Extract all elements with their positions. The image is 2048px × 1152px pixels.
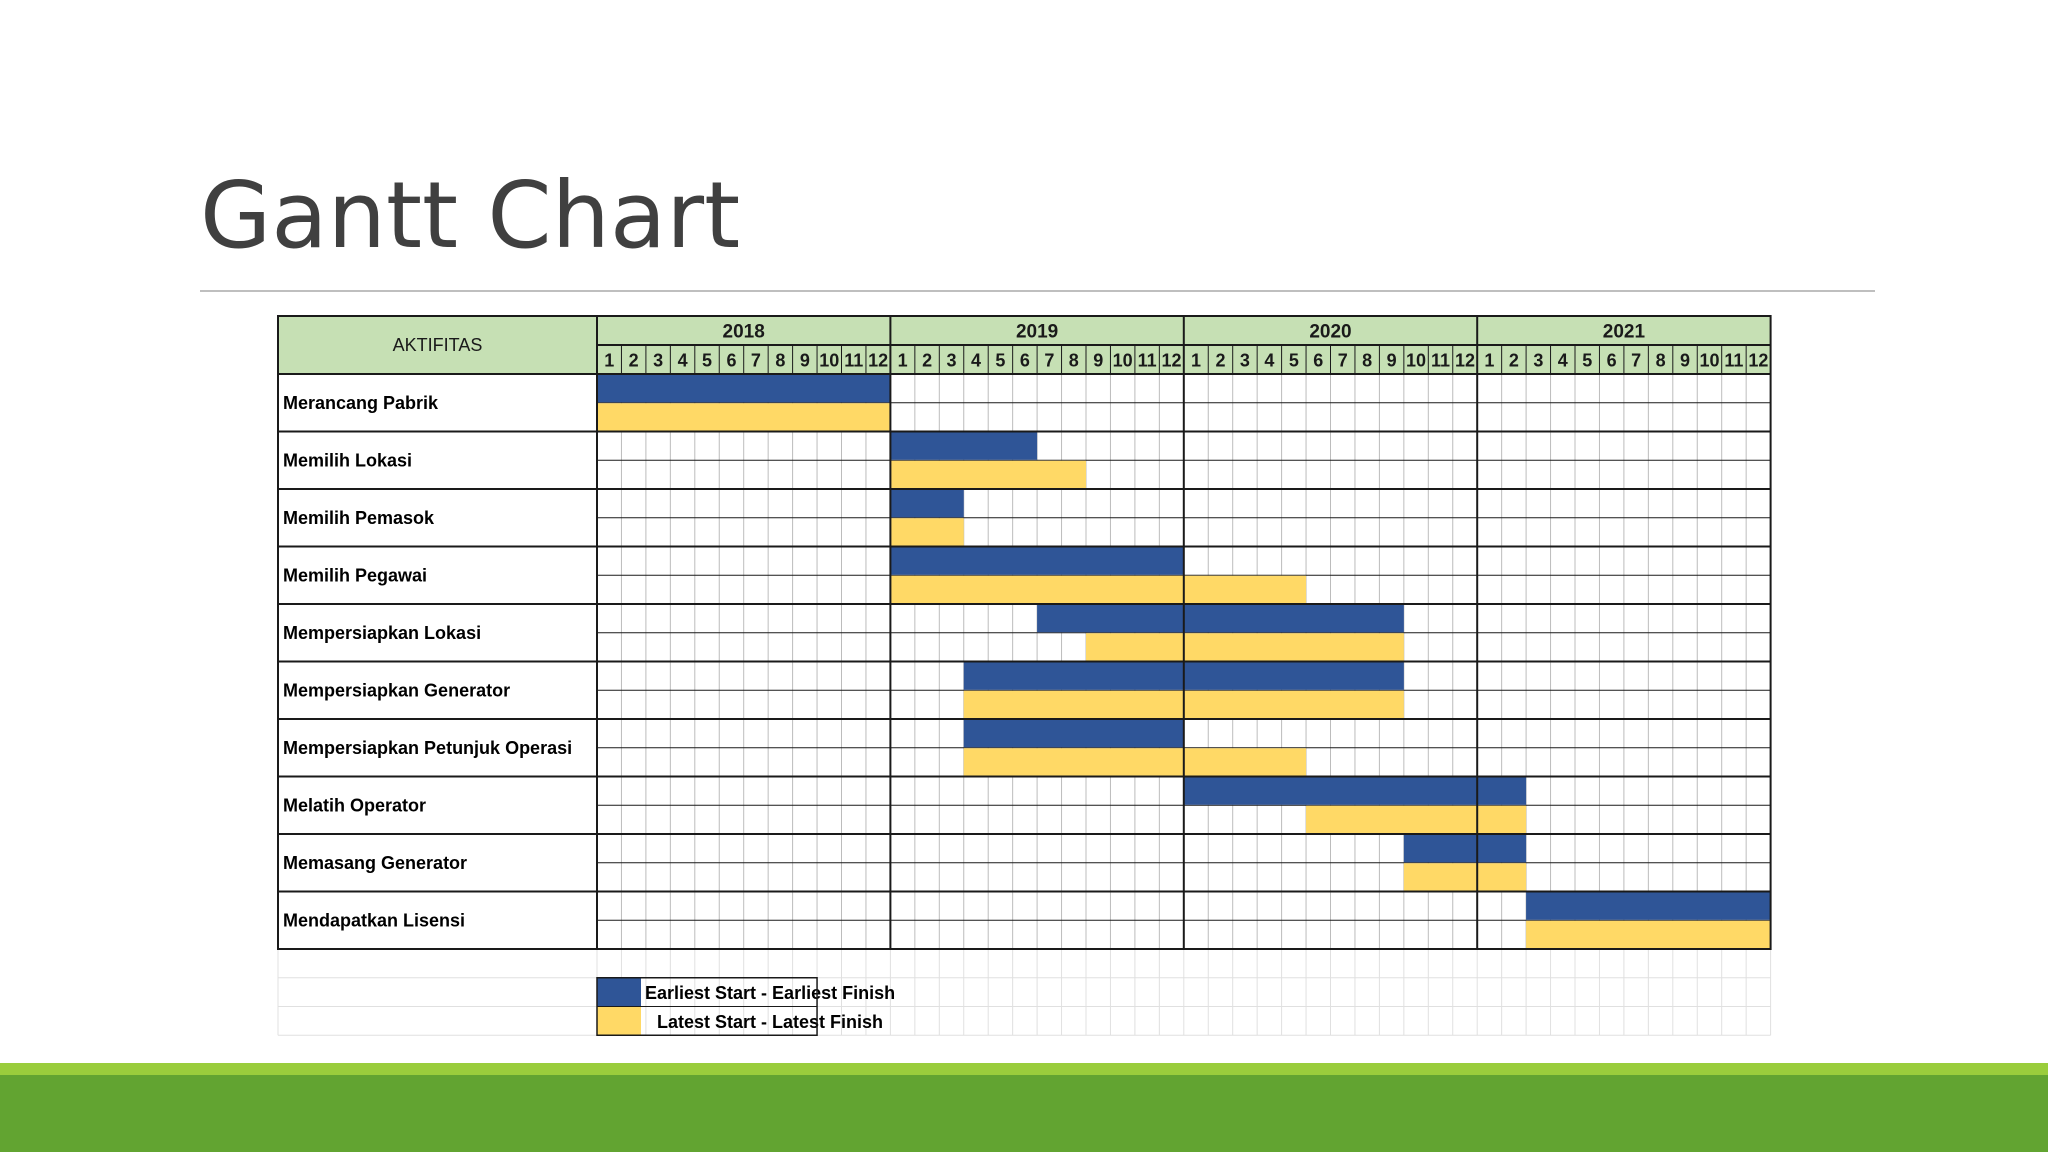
gantt-bar-latest — [890, 518, 964, 546]
gantt-bar-earliest — [890, 489, 964, 518]
activity-column-header: AKTIFITAS — [393, 335, 483, 355]
activity-label: Memilih Pegawai — [283, 565, 427, 585]
month-label: 7 — [1631, 351, 1641, 371]
month-label: 12 — [1162, 351, 1182, 371]
activity-label: Memilih Lokasi — [283, 450, 412, 470]
month-label: 8 — [1362, 351, 1372, 371]
month-label: 6 — [1020, 351, 1030, 371]
month-label: 12 — [1455, 351, 1475, 371]
month-label: 3 — [947, 351, 957, 371]
title-divider — [200, 290, 1875, 292]
gantt-bar-latest — [1403, 863, 1527, 891]
activity-label: Mempersiapkan Petunjuk Operasi — [283, 738, 572, 758]
gantt-bar-earliest — [597, 374, 891, 403]
month-label: 12 — [1748, 351, 1768, 371]
gantt-bar-earliest — [890, 432, 1038, 460]
gantt-bar-latest — [1306, 805, 1527, 834]
month-label: 11 — [1724, 351, 1743, 371]
month-label: 5 — [1289, 351, 1299, 371]
month-label: 11 — [1431, 351, 1450, 371]
activity-label: Mempersiapkan Lokasi — [283, 623, 481, 643]
legend-label: Latest Start - Latest Finish — [657, 1012, 883, 1032]
month-label: 10 — [1406, 351, 1426, 371]
month-label: 7 — [1044, 351, 1054, 371]
month-label: 4 — [678, 351, 688, 371]
month-label: 6 — [1313, 351, 1323, 371]
month-label: 5 — [995, 351, 1005, 371]
year-label: 2021 — [1603, 322, 1646, 343]
month-label: 2 — [1215, 351, 1225, 371]
month-label: 9 — [1387, 351, 1397, 371]
month-label: 1 — [898, 351, 908, 371]
month-label: 7 — [1338, 351, 1348, 371]
activity-label: Mendapatkan Lisensi — [283, 910, 465, 930]
month-label: 5 — [1582, 351, 1592, 371]
month-label: 3 — [1240, 351, 1250, 371]
month-label: 12 — [868, 351, 888, 371]
month-label: 4 — [971, 351, 981, 371]
activity-label: Merancang Pabrik — [283, 393, 439, 413]
gantt-bar-latest — [1526, 920, 1771, 949]
month-label: 9 — [800, 351, 810, 371]
month-label: 3 — [653, 351, 663, 371]
gantt-bar-earliest — [963, 719, 1184, 748]
month-label: 8 — [1069, 351, 1079, 371]
activity-label: Memasang Generator — [283, 853, 467, 873]
month-label: 2 — [922, 351, 932, 371]
gantt-bar-latest — [963, 748, 1307, 776]
month-label: 9 — [1680, 351, 1690, 371]
table-border — [277, 315, 1772, 950]
month-label: 8 — [1656, 351, 1666, 371]
month-label: 9 — [1093, 351, 1103, 371]
gantt-bar-earliest — [1526, 892, 1771, 920]
legend-label: Earliest Start - Earliest Finish — [645, 983, 895, 1003]
month-label: 6 — [1607, 351, 1617, 371]
month-label: 4 — [1558, 351, 1568, 371]
month-label: 1 — [1484, 351, 1494, 371]
gantt-bar-latest — [1086, 633, 1404, 661]
month-label: 10 — [1113, 351, 1133, 371]
footer-band-dark — [0, 1075, 2048, 1152]
month-label: 3 — [1533, 351, 1543, 371]
month-label: 2 — [629, 351, 639, 371]
month-label: 8 — [775, 351, 785, 371]
month-label: 10 — [1699, 351, 1719, 371]
month-label: 6 — [726, 351, 736, 371]
gantt-bar-latest — [890, 575, 1307, 604]
month-label: 7 — [751, 351, 761, 371]
gantt-bar-latest — [890, 460, 1086, 489]
gantt-bar-latest — [597, 403, 891, 431]
gantt-bar-earliest — [890, 547, 1184, 575]
month-label: 1 — [604, 351, 614, 371]
month-label: 5 — [702, 351, 712, 371]
gantt-bar-earliest — [1037, 604, 1404, 633]
gantt-bar-earliest — [1403, 834, 1527, 863]
month-label: 1 — [1191, 351, 1201, 371]
month-label: 11 — [1138, 351, 1157, 371]
footer-band-light — [0, 1063, 2048, 1075]
year-label: 2018 — [723, 322, 765, 343]
legend-swatch-earliest — [597, 977, 641, 1007]
month-label: 2 — [1509, 351, 1519, 371]
activity-label: Mempersiapkan Generator — [283, 680, 510, 700]
month-label: 4 — [1264, 351, 1274, 371]
year-label: 2019 — [1016, 322, 1058, 343]
activity-label: Melatih Operator — [283, 795, 426, 815]
gantt-bar-earliest — [1183, 777, 1527, 805]
legend-swatch-latest — [597, 1006, 641, 1036]
year-label: 2020 — [1309, 322, 1351, 343]
month-label: 10 — [819, 351, 839, 371]
slide-title: Gantt Chart — [200, 162, 741, 269]
activity-label: Memilih Pemasok — [283, 508, 435, 528]
month-label: 11 — [844, 351, 863, 371]
